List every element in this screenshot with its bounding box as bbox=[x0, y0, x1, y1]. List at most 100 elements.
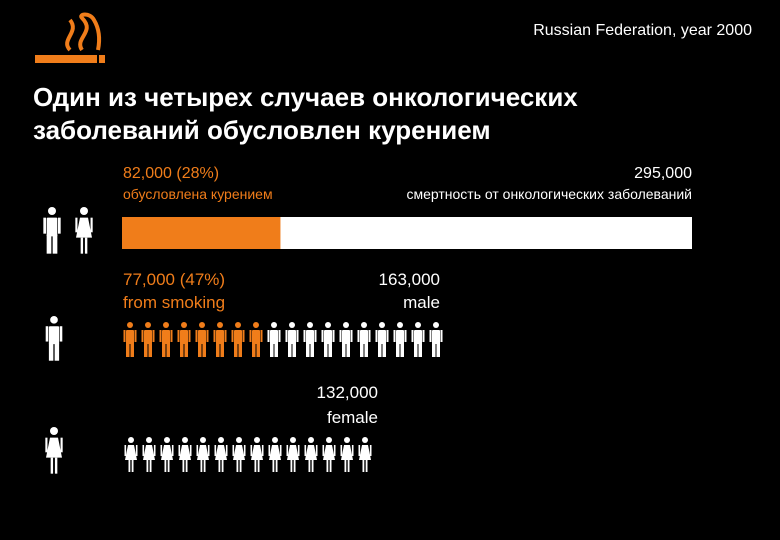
icon-leg bbox=[288, 343, 292, 357]
icon-arm bbox=[90, 217, 93, 233]
icon-leg bbox=[185, 460, 188, 472]
icon-leg bbox=[362, 460, 365, 472]
male-icon bbox=[267, 322, 281, 357]
icon-arm bbox=[45, 326, 49, 342]
icon-leg bbox=[162, 343, 166, 357]
icon-leg bbox=[329, 460, 332, 472]
female-icon bbox=[160, 437, 174, 472]
total-label: 295,000 bbox=[634, 165, 692, 182]
icon-arm bbox=[207, 445, 210, 456]
male-icon bbox=[375, 322, 389, 357]
icon-head bbox=[127, 322, 133, 328]
male-icon bbox=[141, 322, 155, 357]
icon-arm bbox=[134, 330, 137, 342]
header-title: Russian Federation, year 2000 bbox=[533, 22, 752, 39]
icon-leg bbox=[274, 343, 278, 357]
male-total-label: 163,000 bbox=[379, 270, 440, 289]
icon-arm bbox=[231, 330, 234, 342]
icon-arm bbox=[351, 445, 354, 456]
icon-arm bbox=[171, 445, 174, 456]
icon-arm bbox=[429, 330, 432, 342]
icon-arm bbox=[250, 445, 253, 456]
headline: заболеваний обусловлен курением bbox=[33, 115, 491, 145]
icon-body bbox=[46, 437, 62, 458]
icon-leg bbox=[220, 343, 224, 357]
icon-leg bbox=[364, 343, 368, 357]
icon-arm bbox=[60, 437, 63, 453]
icon-leg bbox=[256, 343, 260, 357]
icon-leg bbox=[432, 343, 436, 357]
female-icon bbox=[358, 437, 372, 472]
icon-head bbox=[200, 437, 206, 443]
icon-arm bbox=[304, 445, 307, 456]
icon-body bbox=[251, 445, 263, 460]
icon-body bbox=[305, 445, 317, 460]
icon-body bbox=[179, 445, 191, 460]
female-icon bbox=[178, 437, 192, 472]
icon-head bbox=[397, 322, 403, 328]
icon-arm bbox=[75, 217, 78, 233]
icon-leg bbox=[84, 237, 88, 254]
icon-head bbox=[253, 322, 259, 328]
icon-head bbox=[308, 437, 314, 443]
icon-body bbox=[342, 330, 350, 344]
icon-arm bbox=[404, 330, 407, 342]
icon-head bbox=[325, 322, 331, 328]
female-icon bbox=[322, 437, 336, 472]
icon-leg bbox=[184, 343, 188, 357]
female-icon bbox=[75, 207, 93, 254]
icon-arm bbox=[214, 445, 217, 456]
icon-leg bbox=[418, 343, 422, 357]
icon-arm bbox=[297, 445, 300, 456]
icon-leg bbox=[203, 460, 206, 472]
icon-body bbox=[306, 330, 314, 344]
icon-head bbox=[80, 207, 88, 215]
icon-head bbox=[343, 322, 349, 328]
icon-head bbox=[128, 437, 134, 443]
male-icon bbox=[231, 322, 245, 357]
icon-arm bbox=[333, 445, 336, 456]
icon-arm bbox=[303, 330, 306, 342]
icon-arm bbox=[124, 445, 127, 456]
female-caption: female bbox=[327, 408, 378, 427]
icon-head bbox=[235, 322, 241, 328]
icon-arm bbox=[357, 330, 360, 342]
icon-arm bbox=[225, 445, 228, 456]
icon-arm bbox=[296, 330, 299, 342]
icon-arm bbox=[243, 445, 246, 456]
icon-arm bbox=[260, 330, 263, 342]
male-caption: male bbox=[403, 293, 440, 312]
male-icon bbox=[213, 322, 227, 357]
icon-body bbox=[432, 330, 440, 344]
icon-leg bbox=[182, 460, 185, 472]
female-icon bbox=[142, 437, 156, 472]
total-caption: смертность от онкологических заболеваний bbox=[406, 186, 692, 202]
icon-leg bbox=[270, 343, 274, 357]
icon-arm bbox=[160, 445, 163, 456]
icon-leg bbox=[54, 457, 58, 474]
female-total-label: 132,000 bbox=[317, 383, 378, 402]
female-icon bbox=[250, 437, 264, 472]
icon-head bbox=[50, 427, 58, 435]
icon-leg bbox=[166, 343, 170, 357]
icon-leg bbox=[128, 460, 131, 472]
male-icon bbox=[249, 322, 263, 357]
female-icon bbox=[124, 437, 138, 472]
icon-body bbox=[76, 217, 92, 238]
icon-leg bbox=[48, 342, 54, 361]
icon-leg bbox=[52, 235, 58, 254]
icon-arm bbox=[321, 330, 324, 342]
icon-body bbox=[396, 330, 404, 344]
icon-arm bbox=[123, 330, 126, 342]
male-icon bbox=[45, 316, 63, 361]
icon-head bbox=[199, 322, 205, 328]
icon-arm bbox=[358, 445, 361, 456]
icon-leg bbox=[311, 460, 314, 472]
icon-arm bbox=[141, 330, 144, 342]
icon-head bbox=[415, 322, 421, 328]
icon-arm bbox=[440, 330, 443, 342]
icon-head bbox=[50, 316, 58, 324]
icon-leg bbox=[54, 342, 60, 361]
icon-body bbox=[233, 445, 245, 460]
